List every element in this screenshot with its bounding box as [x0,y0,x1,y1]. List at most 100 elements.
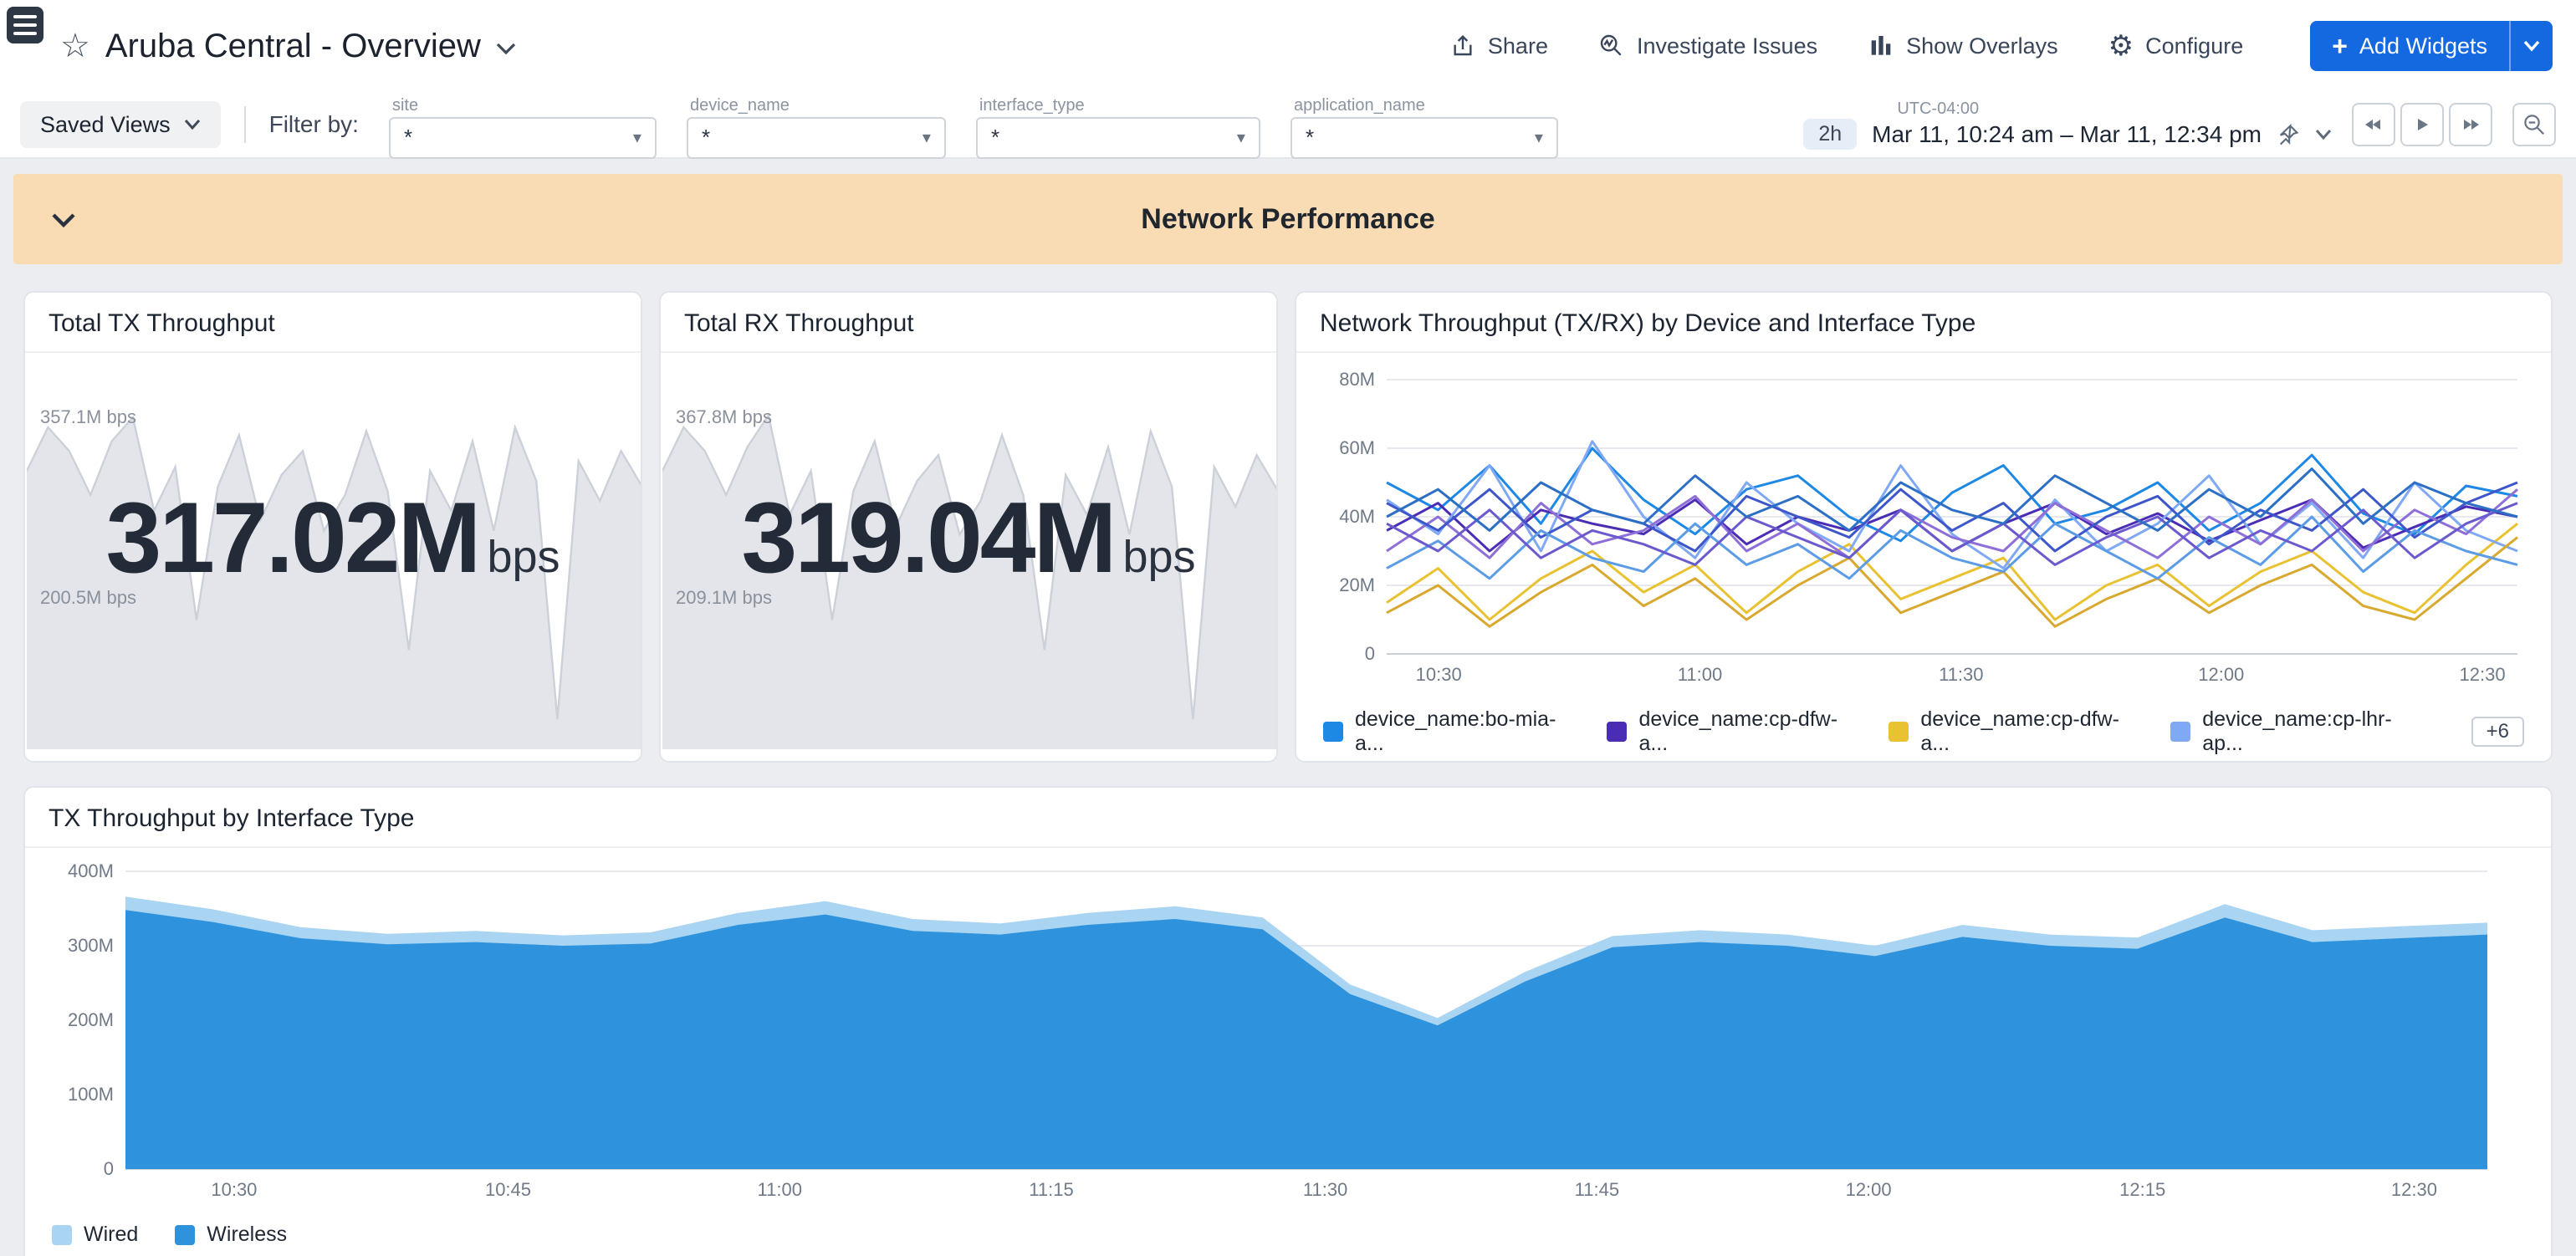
hamburger-menu-icon[interactable] [7,7,43,43]
filter-site-select[interactable]: * ▾ [389,117,657,159]
legend-item-wireless[interactable]: Wireless [175,1223,287,1247]
kpi-value-wrap: 319.04M bps [661,480,1276,595]
svg-text:12:00: 12:00 [2198,664,2244,685]
filter-application-name-label: application_name [1294,96,1558,115]
gear-icon: ⚙ [2108,32,2134,60]
filter-interface-type-select[interactable]: * ▾ [976,117,1260,159]
saved-views-button[interactable]: Saved Views [20,101,221,148]
legend-item[interactable]: device_name:bo-mia-a... [1323,707,1563,756]
svg-text:11:45: 11:45 [1575,1179,1619,1200]
chevron-down-icon: ▾ [1535,130,1543,146]
tx-by-interface-card: TX Throughput by Interface Type 0100M200… [23,786,2553,1256]
timezone-label: UTC-04:00 [1897,100,2332,119]
legend-item[interactable]: device_name:cp-dfw-a... [1889,707,2127,756]
filter-application-name: application_name * ▾ [1291,91,1558,159]
rx-throughput-value: 319.04M [741,480,1114,595]
kpi-value-wrap: 317.02M bps [25,480,641,595]
time-step-buttons [2352,103,2492,146]
interface-chart-legend: Wired Wireless [25,1213,2551,1247]
legend-swatch [175,1225,195,1245]
divider [244,106,246,143]
svg-text:12:00: 12:00 [1846,1179,1892,1200]
chevron-down-icon: ▾ [923,130,931,146]
legend-item[interactable]: device_name:cp-lhr-ap... [2170,707,2410,756]
filter-interface-type: interface_type * ▾ [976,91,1260,159]
svg-text:80M: 80M [1339,369,1375,390]
section-title: Network Performance [1141,203,1434,236]
favorite-star-icon[interactable]: ☆ [60,29,90,63]
chevron-down-icon [184,119,201,130]
legend-item-wired[interactable]: Wired [52,1223,138,1247]
title-chevron-down-icon[interactable] [496,31,516,62]
legend-swatch [1323,722,1343,742]
device-throughput-card: Network Throughput (TX/RX) by Device and… [1295,291,2553,763]
configure-button[interactable]: ⚙ Configure [2108,32,2244,60]
share-button[interactable]: Share [1449,33,1548,59]
svg-text:200M: 200M [68,1009,114,1030]
step-forward-button[interactable] [2449,103,2492,146]
time-range-control: UTC-04:00 2h Mar 11, 10:24 am – Mar 11, … [1803,100,2332,150]
duration-chip[interactable]: 2h [1803,119,1857,150]
svg-text:10:30: 10:30 [1416,664,1462,685]
more-series-chip[interactable]: +6 [2471,717,2524,747]
time-range-text[interactable]: Mar 11, 10:24 am – Mar 11, 12:34 pm [1872,121,2262,148]
dashboard-title-area: ☆ Aruba Central - Overview [60,28,516,65]
filter-device-name-label: device_name [690,96,946,115]
add-widgets-split-button: + Add Widgets [2310,21,2553,71]
legend-swatch [2170,722,2190,742]
collapse-section-icon[interactable] [50,204,77,235]
add-widgets-button[interactable]: + Add Widgets [2310,21,2509,71]
device-chart-legend: device_name:bo-mia-a... device_name:cp-d… [1296,694,2551,756]
chevron-down-icon: ▾ [633,130,641,146]
legend-item[interactable]: device_name:cp-dfw-a... [1607,707,1845,756]
svg-text:10:30: 10:30 [211,1179,257,1200]
svg-text:11:15: 11:15 [1029,1179,1073,1200]
filter-site-label: site [392,96,657,115]
device-throughput-chart: 0 20M 40M 60M 80M 10:30 11:00 11:30 12:00 12:30 [1320,363,2531,694]
tx-throughput-unit: bps [487,531,560,583]
svg-text:0: 0 [1365,643,1375,664]
svg-text:10:45: 10:45 [485,1179,531,1200]
tx-throughput-value: 317.02M [105,480,478,595]
svg-text:20M: 20M [1339,574,1375,595]
step-back-button[interactable] [2352,103,2395,146]
plus-icon: + [2332,33,2348,59]
time-range-dropdown-icon[interactable] [2315,129,2332,140]
svg-text:11:30: 11:30 [1939,664,1983,685]
zoom-out-button[interactable] [2512,103,2556,146]
svg-text:100M: 100M [68,1084,114,1105]
filter-device-name-select[interactable]: * ▾ [687,117,946,159]
svg-text:0: 0 [104,1158,114,1179]
filter-by-label: Filter by: [269,111,359,138]
svg-text:12:30: 12:30 [2460,664,2506,685]
svg-text:12:30: 12:30 [2391,1179,2437,1200]
filter-bar: Saved Views Filter by: site * ▾ device_n… [0,92,2576,159]
network-performance-section-header: Network Performance [13,174,2563,264]
rx-throughput-unit: bps [1122,531,1195,583]
pin-icon[interactable] [2277,123,2300,146]
filter-application-name-select[interactable]: * ▾ [1291,117,1558,159]
share-icon [1449,33,1476,59]
svg-text:12:15: 12:15 [2119,1179,2165,1200]
investigate-issues-button[interactable]: Investigate Issues [1598,33,1817,59]
max-value-label: 367.8M bps [676,406,772,428]
overlays-icon [1868,33,1894,59]
svg-text:400M: 400M [68,860,114,881]
top-bar: ☆ Aruba Central - Overview Share Investi… [0,0,2576,92]
filter-interface-type-label: interface_type [979,96,1260,115]
play-button[interactable] [2400,103,2444,146]
svg-text:11:00: 11:00 [1678,664,1722,685]
card-title: Total TX Throughput [25,293,641,353]
total-tx-throughput-card: Total TX Throughput 357.1M bps 200.5M bp… [23,291,642,763]
tx-by-interface-chart: 0100M200M300M400M10:3010:4511:0011:1511:… [49,858,2511,1213]
legend-swatch [1889,722,1909,742]
add-widgets-dropdown-button[interactable] [2509,21,2553,71]
show-overlays-button[interactable]: Show Overlays [1868,33,2058,59]
dashboard-content: Network Performance Total TX Throughput … [0,159,2576,1256]
svg-text:11:30: 11:30 [1303,1179,1347,1200]
legend-swatch [52,1225,72,1245]
max-value-label: 357.1M bps [40,406,136,428]
svg-text:40M: 40M [1339,506,1375,527]
filter-device-name: device_name * ▾ [687,91,946,159]
svg-text:60M: 60M [1339,437,1375,458]
